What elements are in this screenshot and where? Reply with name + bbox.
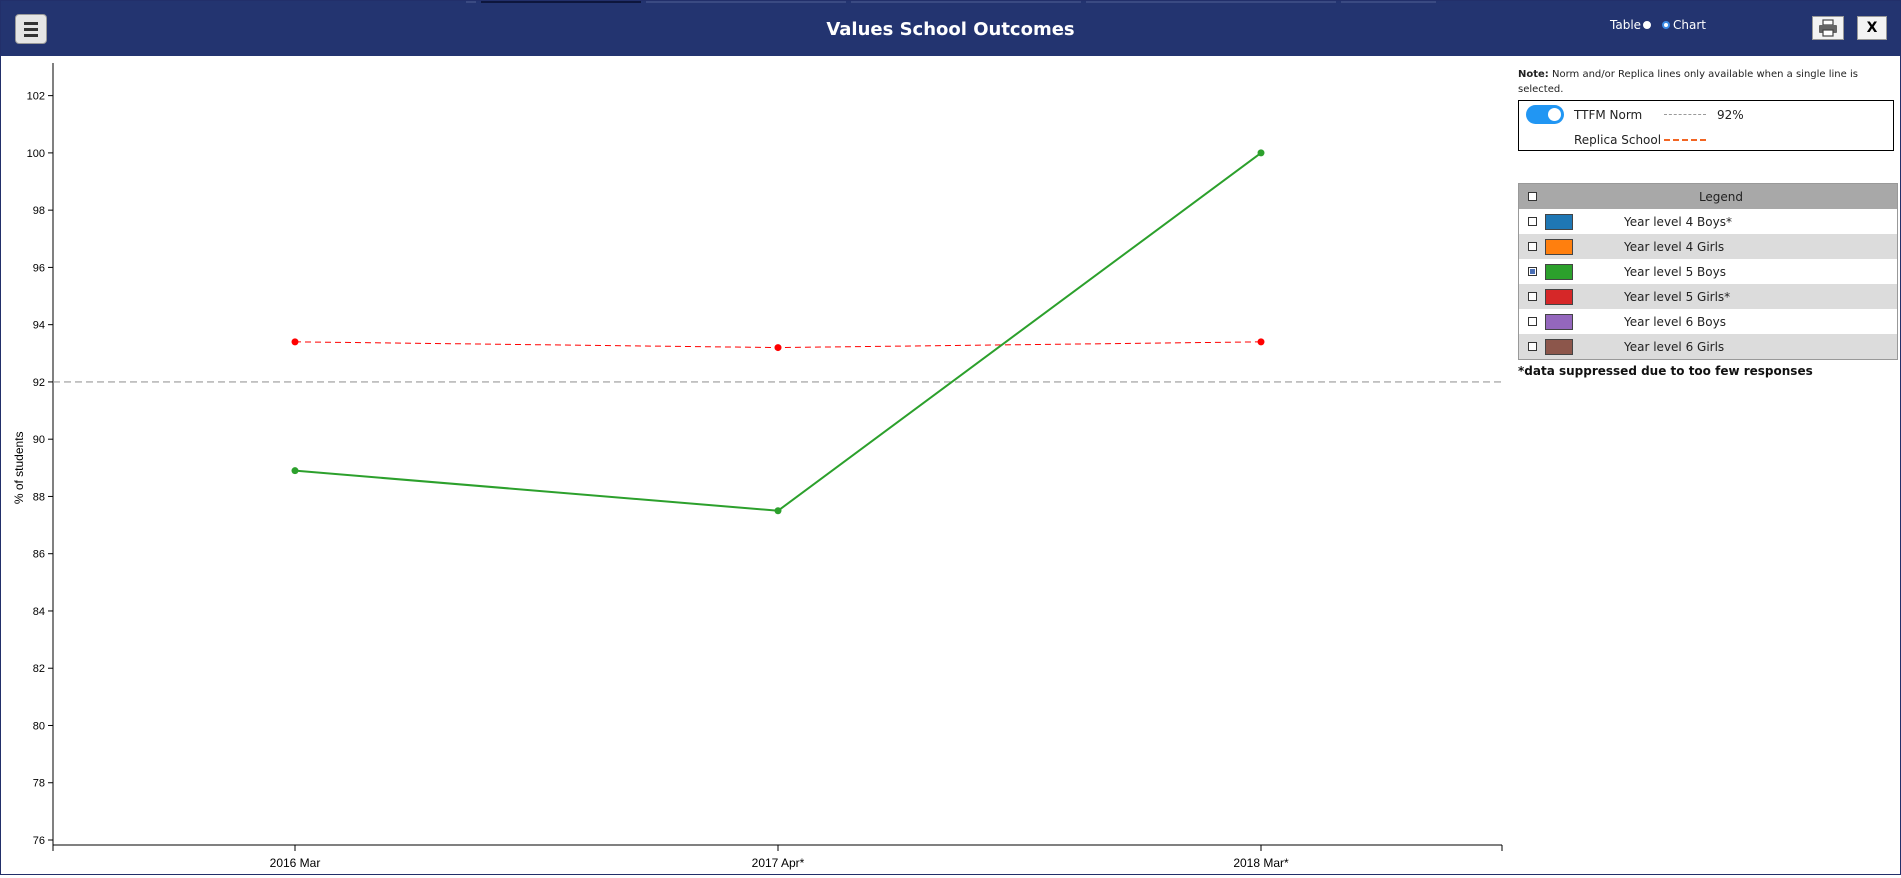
chart-radio[interactable] [1662, 21, 1671, 29]
legend-row[interactable]: Year level 4 Boys* [1519, 209, 1898, 234]
legend-swatch [1545, 213, 1573, 230]
table-view-label: Table [1610, 18, 1642, 32]
y-tick-label: 76 [33, 835, 45, 847]
legend-checkbox[interactable] [1527, 341, 1537, 351]
y-tick-label: 88 [33, 491, 45, 503]
legend-checkbox[interactable] [1527, 316, 1537, 326]
y-tick-label: 92 [33, 377, 45, 389]
norm-label: TTFM Norm [1574, 108, 1643, 122]
norm-toggle-switch[interactable] [1526, 105, 1564, 124]
top-tab[interactable] [1086, 1, 1336, 3]
x-tick-label: 2018 Mar* [1233, 856, 1289, 870]
series-line [294, 152, 1262, 512]
y-axis-label: % of students [12, 431, 26, 504]
top-tab[interactable] [646, 1, 846, 3]
legend-label: Year level 4 Boys* [1624, 214, 1732, 229]
legend-label: Year level 6 Boys [1624, 314, 1726, 329]
legend-header-row: Legend [1518, 183, 1898, 209]
chart-view-label: Chart [1673, 18, 1707, 32]
side-panel: Note: Norm and/or Replica lines only ava… [1518, 67, 1898, 378]
top-tab-strip [466, 1, 1466, 4]
series-point [291, 467, 299, 475]
legend-checkbox[interactable] [1527, 266, 1537, 276]
note-body: Norm and/or Replica lines only available… [1518, 69, 1858, 95]
legend-swatch [1545, 263, 1573, 280]
legend-label: Year level 5 Boys [1624, 264, 1726, 279]
line-chart: 76 78 80 82 84 86 88 90 92 94 96 98 100 102 % of stude… [12, 63, 1503, 870]
menu-button[interactable] [15, 14, 47, 44]
y-tick-label: 96 [33, 262, 45, 274]
y-tick-label: 100 [27, 148, 45, 160]
x-tick-label: 2016 Mar [270, 856, 321, 870]
y-tick-label: 82 [33, 663, 45, 675]
legend-checkbox[interactable] [1527, 241, 1537, 251]
print-button[interactable] [1812, 16, 1844, 40]
close-button[interactable]: X [1857, 16, 1887, 40]
note-text: Note: Norm and/or Replica lines only ava… [1518, 67, 1878, 97]
replica-line-sample [1664, 139, 1706, 141]
legend-checkbox[interactable] [1527, 291, 1537, 301]
legend-table: Legend Year level 4 Boys* Year level 4 G… [1518, 183, 1898, 360]
y-tick-label: 90 [33, 434, 45, 446]
select-all-checkbox[interactable] [1527, 191, 1537, 201]
norm-replica-box: TTFM Norm 92% Replica School [1518, 100, 1894, 151]
y-tick-label: 86 [33, 549, 45, 561]
note-prefix: Note: [1518, 69, 1549, 80]
top-tab[interactable] [1341, 1, 1436, 3]
top-tab-active[interactable] [481, 1, 641, 3]
legend-row[interactable]: Year level 6 Girls [1518, 334, 1898, 360]
y-tick-label: 80 [33, 720, 45, 732]
replica-point [774, 344, 782, 352]
norm-line-sample [1664, 114, 1706, 115]
y-tick-label: 78 [33, 778, 45, 790]
replica-point [291, 338, 299, 346]
toggle-knob [1548, 108, 1561, 121]
legend-row[interactable]: Year level 6 Boys [1519, 309, 1898, 334]
legend-row[interactable]: Year level 5 Boys [1519, 259, 1898, 284]
legend-row[interactable]: Year level 4 Girls [1518, 234, 1898, 259]
norm-value: 92% [1717, 108, 1744, 122]
top-tab[interactable] [851, 1, 1081, 3]
chart-area: 76 78 80 82 84 86 88 90 92 94 96 98 100 102 % of stude… [1, 57, 1511, 874]
legend-checkbox[interactable] [1527, 216, 1537, 226]
legend-label: Year level 6 Girls [1624, 339, 1725, 354]
legend-label: Year level 4 Girls [1624, 239, 1725, 254]
x-tick-label: 2017 Apr* [752, 856, 805, 870]
legend-swatch [1545, 238, 1573, 255]
header-bar: Values School Outcomes Table Chart X [1, 1, 1900, 56]
y-tick-label: 94 [33, 320, 45, 332]
legend-label: Year level 5 Girls* [1624, 289, 1731, 304]
y-tick-label: 102 [27, 91, 45, 103]
legend-row[interactable]: Year level 5 Girls* [1518, 284, 1898, 309]
replica-label: Replica School [1574, 133, 1662, 147]
legend-header: Legend [1698, 189, 1744, 204]
series-point [774, 507, 782, 515]
printer-icon [1819, 19, 1837, 37]
replica-point [1257, 338, 1265, 346]
legend-swatch [1545, 338, 1573, 355]
y-tick-label: 84 [33, 606, 45, 618]
table-radio[interactable] [1643, 21, 1652, 29]
chart-view-option[interactable]: Chart [1660, 18, 1706, 32]
legend-swatch [1545, 288, 1573, 305]
series-point [1257, 149, 1265, 157]
view-toggle: Table Chart [1610, 18, 1706, 32]
table-view-option[interactable]: Table [1610, 18, 1654, 32]
suppressed-footnote: *data suppressed due to too few response… [1518, 364, 1813, 378]
top-tab[interactable] [466, 1, 476, 3]
legend-swatch [1545, 313, 1573, 330]
y-tick-label: 98 [33, 205, 45, 217]
